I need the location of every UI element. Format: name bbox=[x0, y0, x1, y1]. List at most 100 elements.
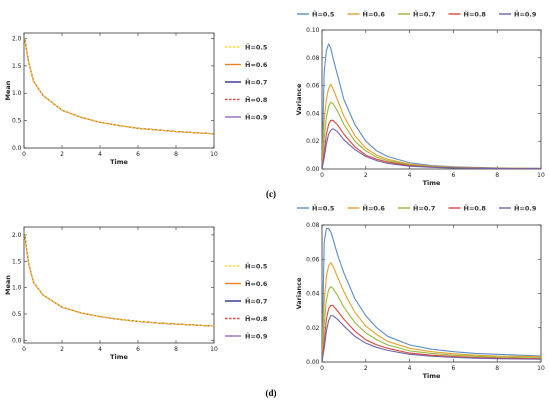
legend-label: H̃=0.7 bbox=[413, 10, 435, 18]
y-axis-label: Mean bbox=[4, 275, 12, 295]
y-tick-label: 0.00 bbox=[306, 359, 320, 366]
series-line-5 bbox=[24, 234, 214, 327]
legend-label: H̃=0.8 bbox=[464, 204, 487, 212]
y-axis-label: Variance bbox=[295, 83, 303, 115]
y-tick-label: 1.0 bbox=[12, 90, 22, 97]
chart-variance-d: 0 2 4 6 8 10 0.00 0.02 0.04 0.06 0.08 Time Variance H… bbox=[295, 204, 545, 380]
x-tick-label: 10 bbox=[210, 346, 218, 353]
series-line-1 bbox=[24, 38, 214, 135]
plot-frame bbox=[321, 224, 542, 363]
series-line-4 bbox=[322, 304, 541, 362]
legend-label: H̃=0.8 bbox=[464, 10, 487, 18]
x-tick-label: 8 bbox=[174, 151, 178, 158]
x-tick-label: 0 bbox=[320, 172, 324, 179]
x-tick-label: 8 bbox=[174, 346, 178, 353]
series-line-2 bbox=[322, 83, 541, 169]
legend-label: H̃=0.9 bbox=[245, 332, 268, 340]
series-line-2 bbox=[24, 234, 214, 327]
x-tick-label: 2 bbox=[60, 151, 64, 158]
x-axis-label: Time bbox=[110, 158, 128, 166]
panel-label: (c) bbox=[266, 189, 276, 199]
x-tick-label: 4 bbox=[98, 346, 102, 353]
y-tick-label: 0.04 bbox=[306, 110, 320, 117]
x-tick-label: 0 bbox=[22, 151, 26, 158]
y-tick-label: 0.02 bbox=[306, 138, 320, 145]
plot-frame bbox=[23, 226, 215, 344]
y-tick-label: 0.06 bbox=[306, 83, 320, 90]
series-line-3 bbox=[24, 38, 214, 135]
series-line-5 bbox=[322, 128, 541, 169]
series-line-4 bbox=[24, 38, 214, 135]
series-line-2 bbox=[24, 38, 214, 135]
x-tick-label: 0 bbox=[320, 365, 324, 372]
series-line-3 bbox=[322, 286, 541, 362]
y-tick-label: 0.5 bbox=[12, 118, 22, 125]
legend-label: H̃=0.7 bbox=[413, 204, 435, 212]
legend-label: H̃=0.8 bbox=[245, 315, 268, 323]
y-tick-label: 0.08 bbox=[306, 55, 320, 62]
legend-label: H̃=0.6 bbox=[363, 204, 386, 212]
chart-variance-c: 0 2 4 6 8 10 0.00 0.02 0.04 0.06 0.08 0.10 Time Varia… bbox=[295, 10, 545, 187]
x-tick-label: 2 bbox=[364, 365, 368, 372]
y-tick-label: 1.0 bbox=[12, 285, 22, 292]
y-tick-label: 0.0 bbox=[12, 145, 22, 152]
series-line-2 bbox=[322, 262, 541, 362]
y-tick-label: 0.02 bbox=[306, 325, 320, 332]
y-tick-label: 0.04 bbox=[306, 291, 320, 298]
x-tick-label: 6 bbox=[136, 151, 140, 158]
y-axis-label: Mean bbox=[4, 80, 12, 100]
y-tick-label: 0.00 bbox=[306, 166, 320, 173]
legend-label: H̃=0.6 bbox=[363, 10, 386, 18]
x-tick-label: 6 bbox=[136, 346, 140, 353]
chart-mean-d: 0 2 4 6 8 10 0.0 0.5 1.0 1.5 2.0 Time Mean H̃=0.5 H̃=0… bbox=[4, 226, 268, 361]
series-line-5 bbox=[24, 38, 214, 135]
plot-frame bbox=[23, 32, 215, 149]
x-tick-label: 4 bbox=[98, 151, 102, 158]
series-line-1 bbox=[322, 227, 541, 362]
x-tick-label: 10 bbox=[537, 365, 545, 372]
x-axis-label: Time bbox=[110, 353, 128, 361]
x-tick-label: 8 bbox=[495, 172, 499, 179]
x-tick-label: 2 bbox=[60, 346, 64, 353]
y-tick-label: 2.0 bbox=[12, 232, 22, 239]
x-tick-label: 4 bbox=[408, 365, 412, 372]
y-axis-label: Variance bbox=[295, 277, 303, 309]
legend-label: H̃=0.9 bbox=[514, 204, 537, 212]
series-line-4 bbox=[322, 119, 541, 169]
y-tick-label: 0.08 bbox=[306, 222, 320, 229]
legend-label: H̃=0.7 bbox=[245, 78, 267, 86]
legend-label: H̃=0.9 bbox=[245, 113, 268, 121]
legend-label: H̃=0.9 bbox=[514, 10, 537, 18]
legend-label: H̃=0.5 bbox=[312, 10, 335, 18]
panel-label: (d) bbox=[266, 388, 277, 398]
series-line-1 bbox=[322, 43, 541, 169]
x-tick-label: 6 bbox=[451, 172, 455, 179]
y-tick-label: 0.06 bbox=[306, 256, 320, 263]
legend-label: H̃=0.8 bbox=[245, 96, 268, 104]
x-tick-label: 10 bbox=[537, 172, 545, 179]
legend-label: H̃=0.5 bbox=[245, 43, 268, 51]
series-line-1 bbox=[24, 234, 214, 327]
x-axis-label: Time bbox=[423, 372, 441, 380]
x-tick-label: 10 bbox=[210, 151, 218, 158]
y-tick-label: 1.5 bbox=[12, 258, 22, 265]
y-tick-label: 1.5 bbox=[12, 63, 22, 70]
series-line-3 bbox=[24, 234, 214, 327]
legend-label: H̃=0.5 bbox=[245, 262, 268, 270]
series-line-4 bbox=[24, 234, 214, 327]
x-tick-label: 8 bbox=[495, 365, 499, 372]
y-tick-label: 0.0 bbox=[12, 337, 22, 344]
y-tick-label: 0.5 bbox=[12, 311, 22, 318]
legend-label: H̃=0.7 bbox=[245, 297, 267, 305]
plot-frame bbox=[321, 29, 542, 170]
y-tick-label: 0.10 bbox=[306, 27, 320, 34]
series-line-5 bbox=[322, 315, 541, 362]
y-tick-label: 2.0 bbox=[12, 35, 22, 42]
x-axis-label: Time bbox=[423, 179, 441, 187]
x-tick-label: 0 bbox=[22, 346, 26, 353]
legend-label: H̃=0.6 bbox=[245, 280, 268, 288]
x-tick-label: 6 bbox=[451, 365, 455, 372]
x-tick-label: 2 bbox=[364, 172, 368, 179]
x-tick-label: 4 bbox=[408, 172, 412, 179]
